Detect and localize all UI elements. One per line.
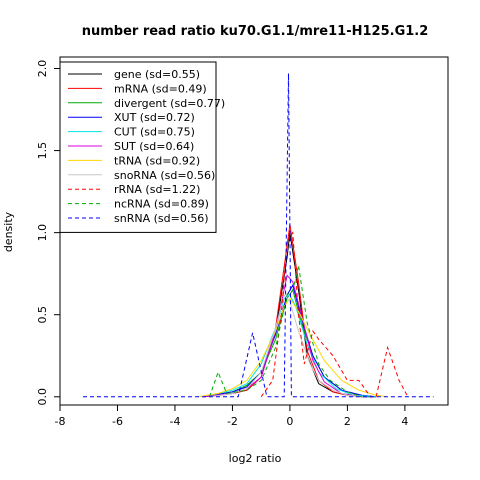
legend-label: rRNA (sd=1.22): [114, 183, 200, 196]
x-axis-label: log2 ratio: [229, 452, 282, 465]
legend-label: SUT (sd=0.64): [114, 140, 194, 153]
series-line: [209, 265, 362, 398]
legend-label: divergent (sd=0.77): [114, 97, 225, 110]
series-line: [203, 283, 377, 398]
legend-label: mRNA (sd=0.49): [114, 82, 207, 95]
series-line: [260, 231, 409, 398]
x-tick-label: -4: [169, 415, 180, 428]
y-tick-label: 1.5: [36, 142, 49, 160]
y-tick-label: 2.0: [36, 60, 49, 78]
series-line: [203, 232, 377, 398]
x-tick-label: 4: [401, 415, 408, 428]
chart-title: number read ratio ku70.G1.1/mre11-H125.G…: [82, 24, 429, 39]
legend-label: CUT (sd=0.75): [114, 126, 195, 139]
legend: gene (sd=0.55)mRNA (sd=0.49) divergent (s…: [59, 61, 225, 233]
x-tick-label: 0: [286, 415, 293, 428]
legend-label: tRNA (sd=0.92): [114, 154, 200, 167]
legend-label: gene (sd=0.55): [114, 68, 200, 81]
x-tick-label: -8: [55, 415, 66, 428]
y-tick-label: 0.0: [36, 388, 49, 406]
y-tick-label: 0.5: [36, 306, 49, 324]
legend-label: XUT (sd=0.72): [114, 111, 195, 124]
x-tick-label: -6: [112, 415, 123, 428]
legend-label: snRNA (sd=0.56): [114, 212, 209, 225]
series-line: [203, 294, 377, 398]
y-axis-label: density: [2, 211, 15, 252]
x-tick-label: -2: [227, 415, 238, 428]
series-line: [209, 293, 365, 398]
y-axis: 0.0 0.5 1.0 1.5 2.0: [36, 60, 60, 406]
plot-area: [83, 73, 434, 398]
legend-label: ncRNA (sd=0.89): [114, 198, 209, 211]
x-axis: -8 -6 -4 -2 0 2 4: [55, 405, 408, 428]
legend-label: snoRNA (sd=0.56): [114, 169, 215, 182]
y-tick-label: 1.0: [36, 224, 49, 242]
series-line: [197, 297, 388, 398]
x-tick-label: 2: [344, 415, 351, 428]
